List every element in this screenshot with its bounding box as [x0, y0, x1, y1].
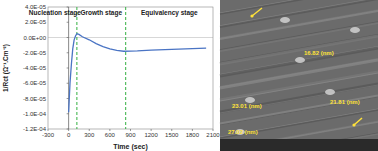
sem-texture [220, 10, 378, 38]
sem-texture [220, 0, 378, 27]
sem-particle [280, 17, 290, 23]
sem-texture [220, 97, 378, 125]
x-tick-label: 1200 [144, 132, 158, 138]
x-tick-label: 300 [84, 132, 95, 138]
sem-texture [220, 36, 378, 64]
y-tick-label: -6.0E-05 [23, 80, 47, 86]
sem-texture [220, 110, 378, 138]
stage-line [125, 7, 126, 129]
x-tick [68, 129, 69, 131]
x-tick-label: 2100 [206, 132, 220, 138]
stage-line [76, 7, 77, 129]
plot-area [69, 7, 207, 129]
x-tick-label: -300 [42, 132, 55, 138]
figure: 4.0E-052.0E-050.0E+00-2.0E-05-4.0E-05-6.… [0, 0, 378, 151]
sem-texture [220, 60, 378, 88]
sem-particle [350, 27, 360, 33]
sem-label: 21.81 (nm) [330, 99, 360, 105]
stage-label: Growth stage [81, 9, 123, 17]
x-tick [171, 129, 172, 131]
y-tick [67, 68, 69, 69]
y-tick [67, 83, 69, 84]
y-tick-label: 0.0E+00 [23, 35, 46, 41]
stage-label: Equivalency stage [141, 9, 198, 17]
y-tick [67, 113, 69, 114]
sem-arrow [252, 8, 262, 16]
sem-texture [220, 48, 378, 76]
sem-texture [220, 84, 378, 112]
y-tick-label: -4.0E-05 [23, 65, 47, 71]
sem-label: 27.02 (nm) [228, 129, 258, 135]
y-tick [67, 7, 69, 8]
sem-texture [220, 72, 378, 100]
sem-texture [220, 85, 378, 113]
x-axis-label: Time (sec) [113, 143, 148, 151]
sem-particle [295, 57, 305, 63]
sem-texture [220, 109, 378, 137]
sem-texture [220, 96, 378, 124]
sem-texture [220, 22, 378, 50]
stage-label: Nucleation stage [29, 9, 81, 17]
y-axis-label: 1/Rct (Ω⁻¹.Cm⁻²) [2, 44, 10, 92]
y-tick-label: 2.0E-05 [25, 19, 47, 25]
sem-arrow-head [250, 14, 253, 17]
sem-label: 16.82 (nm) [304, 50, 334, 56]
sem-label: 23.01 (nm) [232, 103, 262, 109]
x-tick [109, 129, 110, 131]
sem-image [220, 0, 378, 151]
x-tick-label: 1800 [186, 132, 200, 138]
sem-texture [220, 0, 378, 26]
x-tick-label: 0 [67, 132, 71, 138]
y-tick-label: -8.0E-05 [23, 96, 47, 102]
sem-particle [325, 89, 335, 95]
plot-frame [48, 7, 213, 129]
series-line [69, 34, 207, 113]
x-tick [48, 129, 49, 131]
x-tick [213, 129, 214, 131]
zero-line [48, 37, 213, 38]
sem-texture [220, 35, 378, 63]
sem-texture [220, 122, 378, 150]
x-tick [192, 129, 193, 131]
sem-info-bar [220, 139, 378, 151]
sem-texture [220, 23, 378, 51]
y-tick [67, 37, 69, 38]
y-tick-label: -1.0E-04 [23, 111, 47, 117]
y-tick [67, 22, 69, 23]
sem-texture [220, 73, 378, 101]
x-tick [151, 129, 152, 131]
x-tick-label: 900 [125, 132, 136, 138]
x-tick [89, 129, 90, 131]
x-tick [130, 129, 131, 131]
sem-arrow-head [352, 123, 355, 126]
y-tick [67, 98, 69, 99]
x-tick-label: 600 [105, 132, 116, 138]
sem-texture [220, 11, 378, 39]
x-tick-label: 1500 [165, 132, 179, 138]
y-tick [67, 52, 69, 53]
y-tick-label: -2.0E-05 [23, 50, 47, 56]
